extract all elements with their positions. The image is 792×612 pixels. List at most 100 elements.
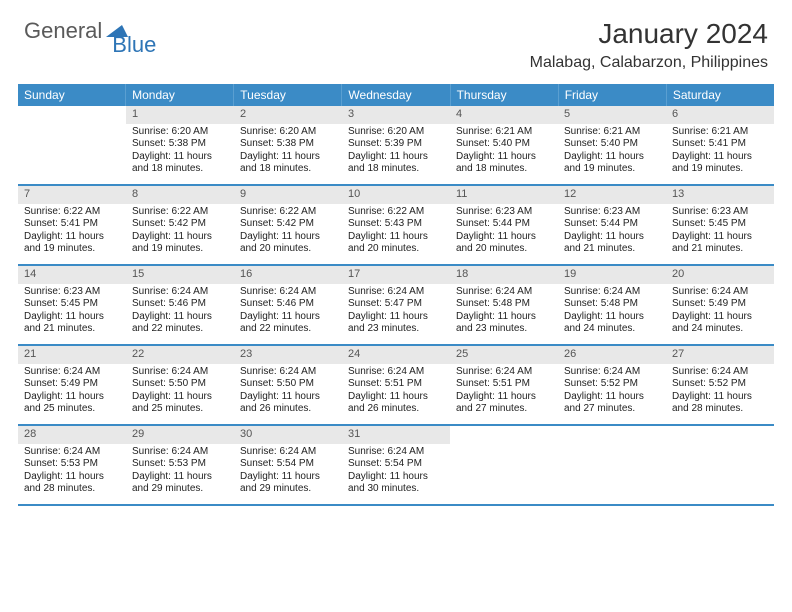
day-daylight1: Daylight: 11 hours: [348, 231, 444, 244]
day-number: 16: [234, 266, 342, 284]
weekday-header-cell: Sunday: [18, 84, 126, 106]
day-cell: 10Sunrise: 6:22 AMSunset: 5:43 PMDayligh…: [342, 186, 450, 264]
day-cell: 29Sunrise: 6:24 AMSunset: 5:53 PMDayligh…: [126, 426, 234, 504]
day-cell: 2Sunrise: 6:20 AMSunset: 5:38 PMDaylight…: [234, 106, 342, 184]
day-daylight2: and 19 minutes.: [24, 243, 120, 256]
day-sunrise: Sunrise: 6:24 AM: [564, 286, 660, 299]
day-daylight1: Daylight: 11 hours: [348, 151, 444, 164]
day-sunrise: Sunrise: 6:22 AM: [24, 206, 120, 219]
day-daylight2: and 23 minutes.: [348, 323, 444, 336]
day-daylight1: Daylight: 11 hours: [132, 471, 228, 484]
calendar: SundayMondayTuesdayWednesdayThursdayFrid…: [18, 84, 774, 506]
day-daylight1: Daylight: 11 hours: [240, 231, 336, 244]
day-number: 12: [558, 186, 666, 204]
day-cell: [558, 426, 666, 504]
day-sunrise: Sunrise: 6:23 AM: [456, 206, 552, 219]
day-body: Sunrise: 6:23 AMSunset: 5:45 PMDaylight:…: [666, 204, 774, 260]
day-daylight1: Daylight: 11 hours: [672, 231, 768, 244]
day-daylight2: and 24 minutes.: [672, 323, 768, 336]
day-sunrise: Sunrise: 6:21 AM: [456, 126, 552, 139]
day-body: Sunrise: 6:20 AMSunset: 5:38 PMDaylight:…: [234, 124, 342, 180]
day-sunset: Sunset: 5:50 PM: [132, 378, 228, 391]
day-daylight2: and 18 minutes.: [132, 163, 228, 176]
day-sunset: Sunset: 5:51 PM: [348, 378, 444, 391]
day-number: 22: [126, 346, 234, 364]
day-body: Sunrise: 6:23 AMSunset: 5:45 PMDaylight:…: [18, 284, 126, 340]
logo: General Blue: [24, 18, 156, 44]
day-number: 20: [666, 266, 774, 284]
weekday-header-cell: Saturday: [667, 84, 774, 106]
day-number: 9: [234, 186, 342, 204]
week-row: 21Sunrise: 6:24 AMSunset: 5:49 PMDayligh…: [18, 346, 774, 426]
day-sunset: Sunset: 5:51 PM: [456, 378, 552, 391]
day-sunset: Sunset: 5:50 PM: [240, 378, 336, 391]
day-number: 1: [126, 106, 234, 124]
day-daylight2: and 18 minutes.: [456, 163, 552, 176]
day-sunset: Sunset: 5:46 PM: [240, 298, 336, 311]
day-cell: [18, 106, 126, 184]
day-cell: 28Sunrise: 6:24 AMSunset: 5:53 PMDayligh…: [18, 426, 126, 504]
day-cell: 14Sunrise: 6:23 AMSunset: 5:45 PMDayligh…: [18, 266, 126, 344]
day-cell: 4Sunrise: 6:21 AMSunset: 5:40 PMDaylight…: [450, 106, 558, 184]
day-sunset: Sunset: 5:48 PM: [456, 298, 552, 311]
day-daylight1: Daylight: 11 hours: [564, 311, 660, 324]
day-sunrise: Sunrise: 6:24 AM: [132, 286, 228, 299]
day-sunset: Sunset: 5:45 PM: [24, 298, 120, 311]
day-cell: 11Sunrise: 6:23 AMSunset: 5:44 PMDayligh…: [450, 186, 558, 264]
day-cell: 15Sunrise: 6:24 AMSunset: 5:46 PMDayligh…: [126, 266, 234, 344]
day-daylight1: Daylight: 11 hours: [132, 231, 228, 244]
day-cell: 6Sunrise: 6:21 AMSunset: 5:41 PMDaylight…: [666, 106, 774, 184]
day-body: Sunrise: 6:24 AMSunset: 5:50 PMDaylight:…: [126, 364, 234, 420]
day-daylight2: and 20 minutes.: [456, 243, 552, 256]
day-daylight2: and 18 minutes.: [240, 163, 336, 176]
day-number: 10: [342, 186, 450, 204]
day-number: 2: [234, 106, 342, 124]
day-sunrise: Sunrise: 6:20 AM: [348, 126, 444, 139]
logo-text-general: General: [24, 18, 102, 44]
day-daylight1: Daylight: 11 hours: [24, 391, 120, 404]
day-number: 19: [558, 266, 666, 284]
day-sunrise: Sunrise: 6:21 AM: [672, 126, 768, 139]
day-daylight1: Daylight: 11 hours: [564, 391, 660, 404]
day-sunrise: Sunrise: 6:24 AM: [240, 366, 336, 379]
day-body: Sunrise: 6:24 AMSunset: 5:49 PMDaylight:…: [18, 364, 126, 420]
day-daylight1: Daylight: 11 hours: [24, 311, 120, 324]
day-cell: 30Sunrise: 6:24 AMSunset: 5:54 PMDayligh…: [234, 426, 342, 504]
day-sunrise: Sunrise: 6:22 AM: [348, 206, 444, 219]
day-daylight2: and 21 minutes.: [564, 243, 660, 256]
day-cell: 17Sunrise: 6:24 AMSunset: 5:47 PMDayligh…: [342, 266, 450, 344]
day-sunset: Sunset: 5:45 PM: [672, 218, 768, 231]
day-number: 30: [234, 426, 342, 444]
day-sunset: Sunset: 5:48 PM: [564, 298, 660, 311]
day-body: Sunrise: 6:20 AMSunset: 5:38 PMDaylight:…: [126, 124, 234, 180]
day-number: 31: [342, 426, 450, 444]
day-sunrise: Sunrise: 6:24 AM: [672, 286, 768, 299]
day-body: Sunrise: 6:24 AMSunset: 5:52 PMDaylight:…: [666, 364, 774, 420]
day-daylight2: and 28 minutes.: [672, 403, 768, 416]
location-label: Malabag, Calabarzon, Philippines: [530, 54, 768, 72]
day-number: 27: [666, 346, 774, 364]
weekday-header-cell: Monday: [126, 84, 234, 106]
day-cell: 8Sunrise: 6:22 AMSunset: 5:42 PMDaylight…: [126, 186, 234, 264]
day-body: Sunrise: 6:24 AMSunset: 5:47 PMDaylight:…: [342, 284, 450, 340]
day-sunrise: Sunrise: 6:24 AM: [348, 366, 444, 379]
day-sunrise: Sunrise: 6:24 AM: [132, 366, 228, 379]
day-sunset: Sunset: 5:52 PM: [672, 378, 768, 391]
day-body: Sunrise: 6:20 AMSunset: 5:39 PMDaylight:…: [342, 124, 450, 180]
day-cell: 7Sunrise: 6:22 AMSunset: 5:41 PMDaylight…: [18, 186, 126, 264]
week-row: 1Sunrise: 6:20 AMSunset: 5:38 PMDaylight…: [18, 106, 774, 186]
day-daylight1: Daylight: 11 hours: [348, 471, 444, 484]
day-daylight2: and 24 minutes.: [564, 323, 660, 336]
day-sunrise: Sunrise: 6:24 AM: [456, 366, 552, 379]
day-daylight1: Daylight: 11 hours: [672, 151, 768, 164]
day-number: 28: [18, 426, 126, 444]
day-cell: 31Sunrise: 6:24 AMSunset: 5:54 PMDayligh…: [342, 426, 450, 504]
day-number: 14: [18, 266, 126, 284]
day-daylight2: and 19 minutes.: [132, 243, 228, 256]
day-daylight1: Daylight: 11 hours: [24, 471, 120, 484]
day-daylight2: and 19 minutes.: [672, 163, 768, 176]
day-daylight1: Daylight: 11 hours: [132, 311, 228, 324]
day-cell: 18Sunrise: 6:24 AMSunset: 5:48 PMDayligh…: [450, 266, 558, 344]
day-sunrise: Sunrise: 6:20 AM: [240, 126, 336, 139]
day-number: 21: [18, 346, 126, 364]
